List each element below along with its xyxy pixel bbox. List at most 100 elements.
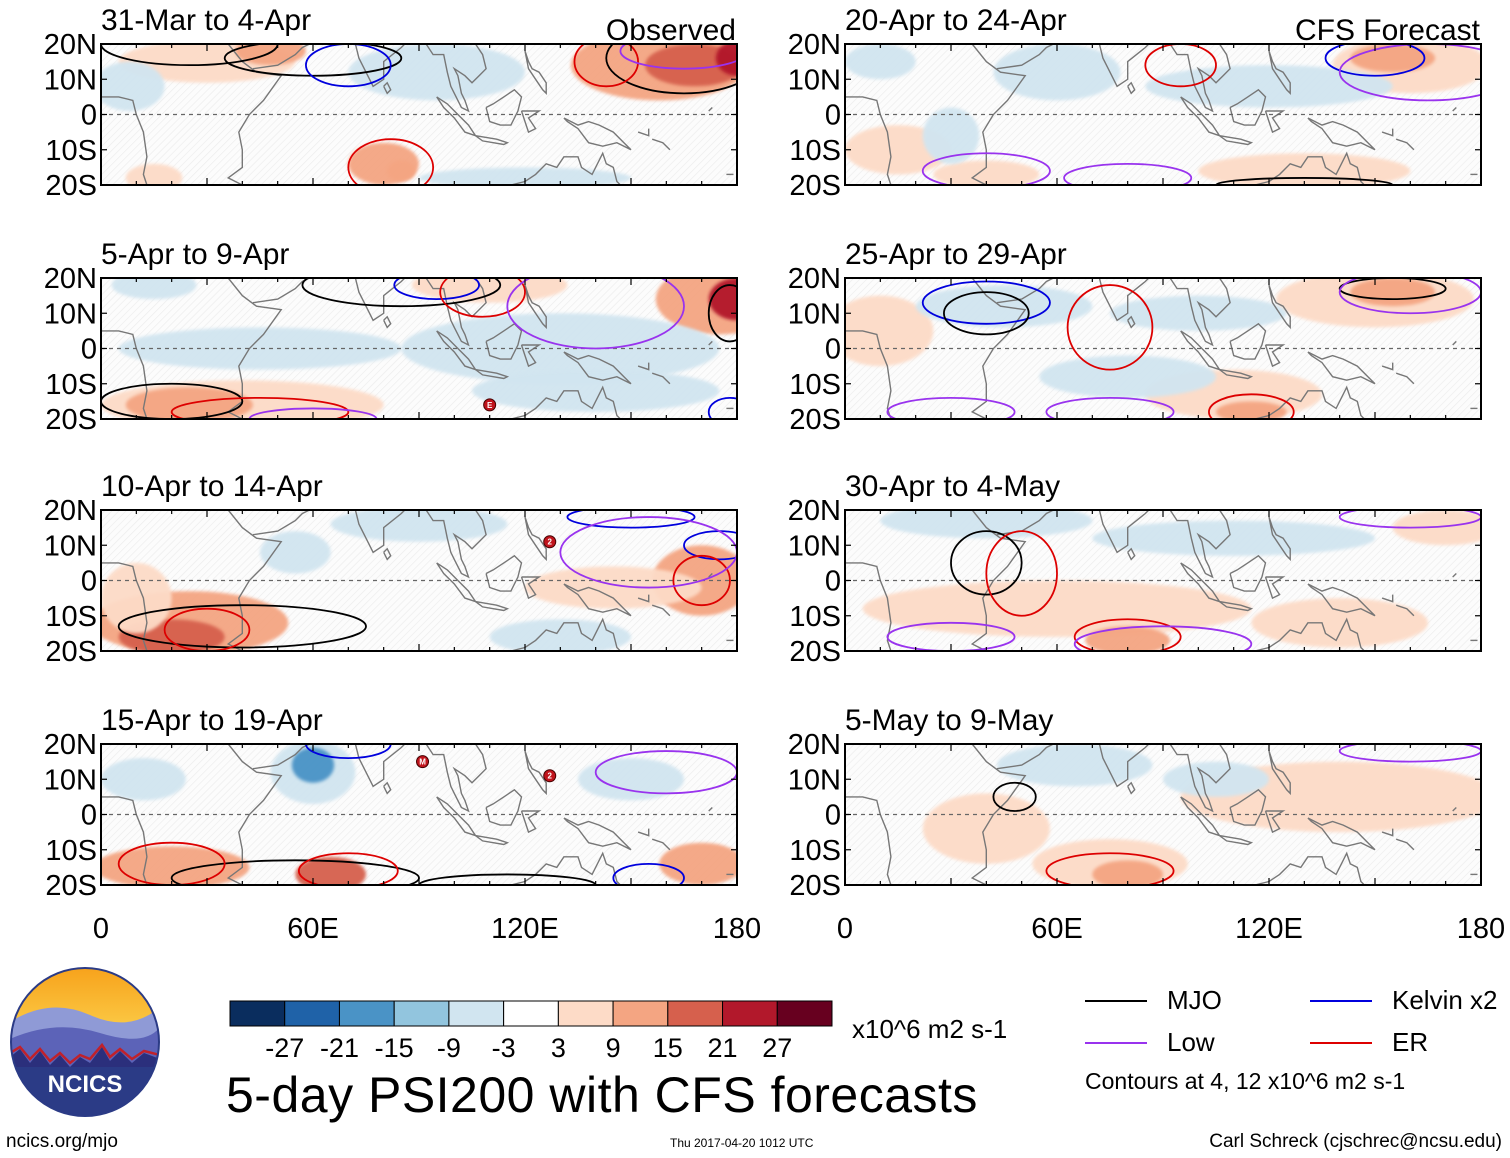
- lon-label: 60E: [1031, 913, 1083, 945]
- coastline: [524, 284, 547, 330]
- coastline: [1264, 110, 1286, 134]
- lat-label: 20S: [789, 170, 841, 202]
- contour-note: Contours at 4, 12 x10^6 m2 s-1: [1085, 1068, 1406, 1094]
- anomaly-blob: [419, 167, 631, 185]
- lat-label: 10S: [789, 135, 841, 167]
- coastline: [708, 806, 713, 812]
- coastline: [475, 135, 510, 146]
- coastline: [1078, 744, 1079, 745]
- coastline: [684, 650, 685, 651]
- colorbar: -27 -21 -15 -9 -3 3 9 15 21 27: [229, 1000, 833, 1063]
- coastline: [563, 117, 632, 151]
- coastline: [499, 851, 621, 885]
- coastline: [341, 744, 406, 788]
- contour-er: [347, 138, 435, 185]
- contour-kelvin: [1324, 44, 1426, 77]
- coastline: [524, 516, 547, 562]
- coastline: [101, 330, 148, 419]
- anomaly-blob: [411, 278, 568, 303]
- anomaly-blob: [645, 44, 737, 87]
- colorbar-units: x10^6 m2 s-1: [852, 1014, 1008, 1044]
- coastline: [845, 330, 892, 419]
- lat-label: 10N: [44, 64, 97, 96]
- storm-marker: 2: [543, 769, 557, 783]
- coastline: [1229, 554, 1267, 592]
- anomaly-blob: [260, 531, 331, 574]
- anomaly-blob: [1163, 761, 1269, 797]
- coastline: [1078, 278, 1079, 279]
- legend-label-kelvin: Kelvin x2: [1392, 985, 1498, 1015]
- lat-label: 10S: [45, 835, 97, 867]
- lon-label: 0: [837, 913, 853, 945]
- lat-label: 0: [825, 100, 841, 132]
- coastline: [1428, 184, 1429, 185]
- anomaly-blob: [472, 369, 720, 412]
- anomaly-blob: [1092, 860, 1163, 885]
- coastline: [1381, 828, 1394, 837]
- coastline: [334, 278, 335, 279]
- panel-title: 15-Apr to 19-Apr: [101, 704, 323, 737]
- footer-url: ncics.org/mjo: [6, 1131, 118, 1152]
- contour-er: [1073, 618, 1182, 651]
- coastline: [485, 554, 523, 592]
- coastline: [520, 810, 542, 834]
- coastline: [1428, 884, 1429, 885]
- panel-title: 5-Apr to 9-Apr: [101, 238, 289, 271]
- coastline: [383, 81, 392, 95]
- anomaly-blob: [525, 566, 702, 609]
- contour-low: [1338, 44, 1481, 102]
- coastline: [485, 322, 523, 360]
- colorbar-swatch: [393, 1000, 450, 1027]
- coastline: [708, 572, 713, 578]
- anomaly-blob: [330, 510, 508, 542]
- colorbar-tick-label: -27: [265, 1033, 304, 1063]
- anomaly-blob: [1251, 598, 1428, 648]
- colorbar-swatch: [557, 1000, 614, 1027]
- coastline: [499, 617, 621, 651]
- coastline: [1307, 117, 1376, 151]
- coastline: [226, 278, 283, 419]
- forecast-label: CFS Forecast: [1295, 14, 1481, 47]
- coastline: [226, 744, 283, 885]
- legend-line-er: [1310, 1041, 1372, 1044]
- contour-low: [1045, 396, 1175, 419]
- panel-title: 30-Apr to 4-May: [845, 470, 1060, 503]
- coastline: [383, 781, 392, 795]
- coastline: [499, 385, 621, 419]
- anomaly-blob: [295, 856, 366, 885]
- legend-label-low: Low: [1167, 1027, 1215, 1057]
- lat-label: 20N: [44, 729, 97, 761]
- legend-item-kelvin: Kelvin x2: [1310, 985, 1498, 1016]
- coastline: [1243, 617, 1365, 651]
- contour-mjo: [950, 530, 1023, 596]
- colorbar-tick-label: 21: [708, 1033, 738, 1063]
- lat-label: 10S: [789, 835, 841, 867]
- coastline: [651, 372, 671, 385]
- colorbar-swatch: [229, 1000, 286, 1027]
- contour-er: [297, 852, 399, 885]
- coastline: [637, 362, 650, 371]
- coastline: [970, 744, 1027, 885]
- coastline: [475, 834, 510, 846]
- coastline: [996, 44, 1054, 70]
- lat-label: 20N: [788, 29, 841, 61]
- coastline: [475, 368, 510, 380]
- colorbar-swatch: [776, 1000, 833, 1027]
- coastline: [1395, 604, 1415, 617]
- coastline: [651, 138, 671, 151]
- contour-er: [1208, 393, 1295, 419]
- legend-line-mjo: [1085, 999, 1147, 1002]
- lat-label: 20N: [788, 263, 841, 295]
- contour-mjo: [605, 44, 737, 95]
- contour-low: [506, 278, 685, 350]
- coastline: [1219, 135, 1254, 146]
- coastline: [341, 510, 406, 554]
- figure-title: 5-day PSI200 with CFS forecasts: [226, 1067, 978, 1123]
- coastline: [970, 44, 1027, 185]
- coastline: [1452, 106, 1457, 112]
- lon-label: 180: [1457, 913, 1505, 945]
- legend-label-mjo: MJO: [1167, 985, 1222, 1015]
- coastline: [1127, 81, 1136, 95]
- anomaly-blob: [118, 327, 402, 370]
